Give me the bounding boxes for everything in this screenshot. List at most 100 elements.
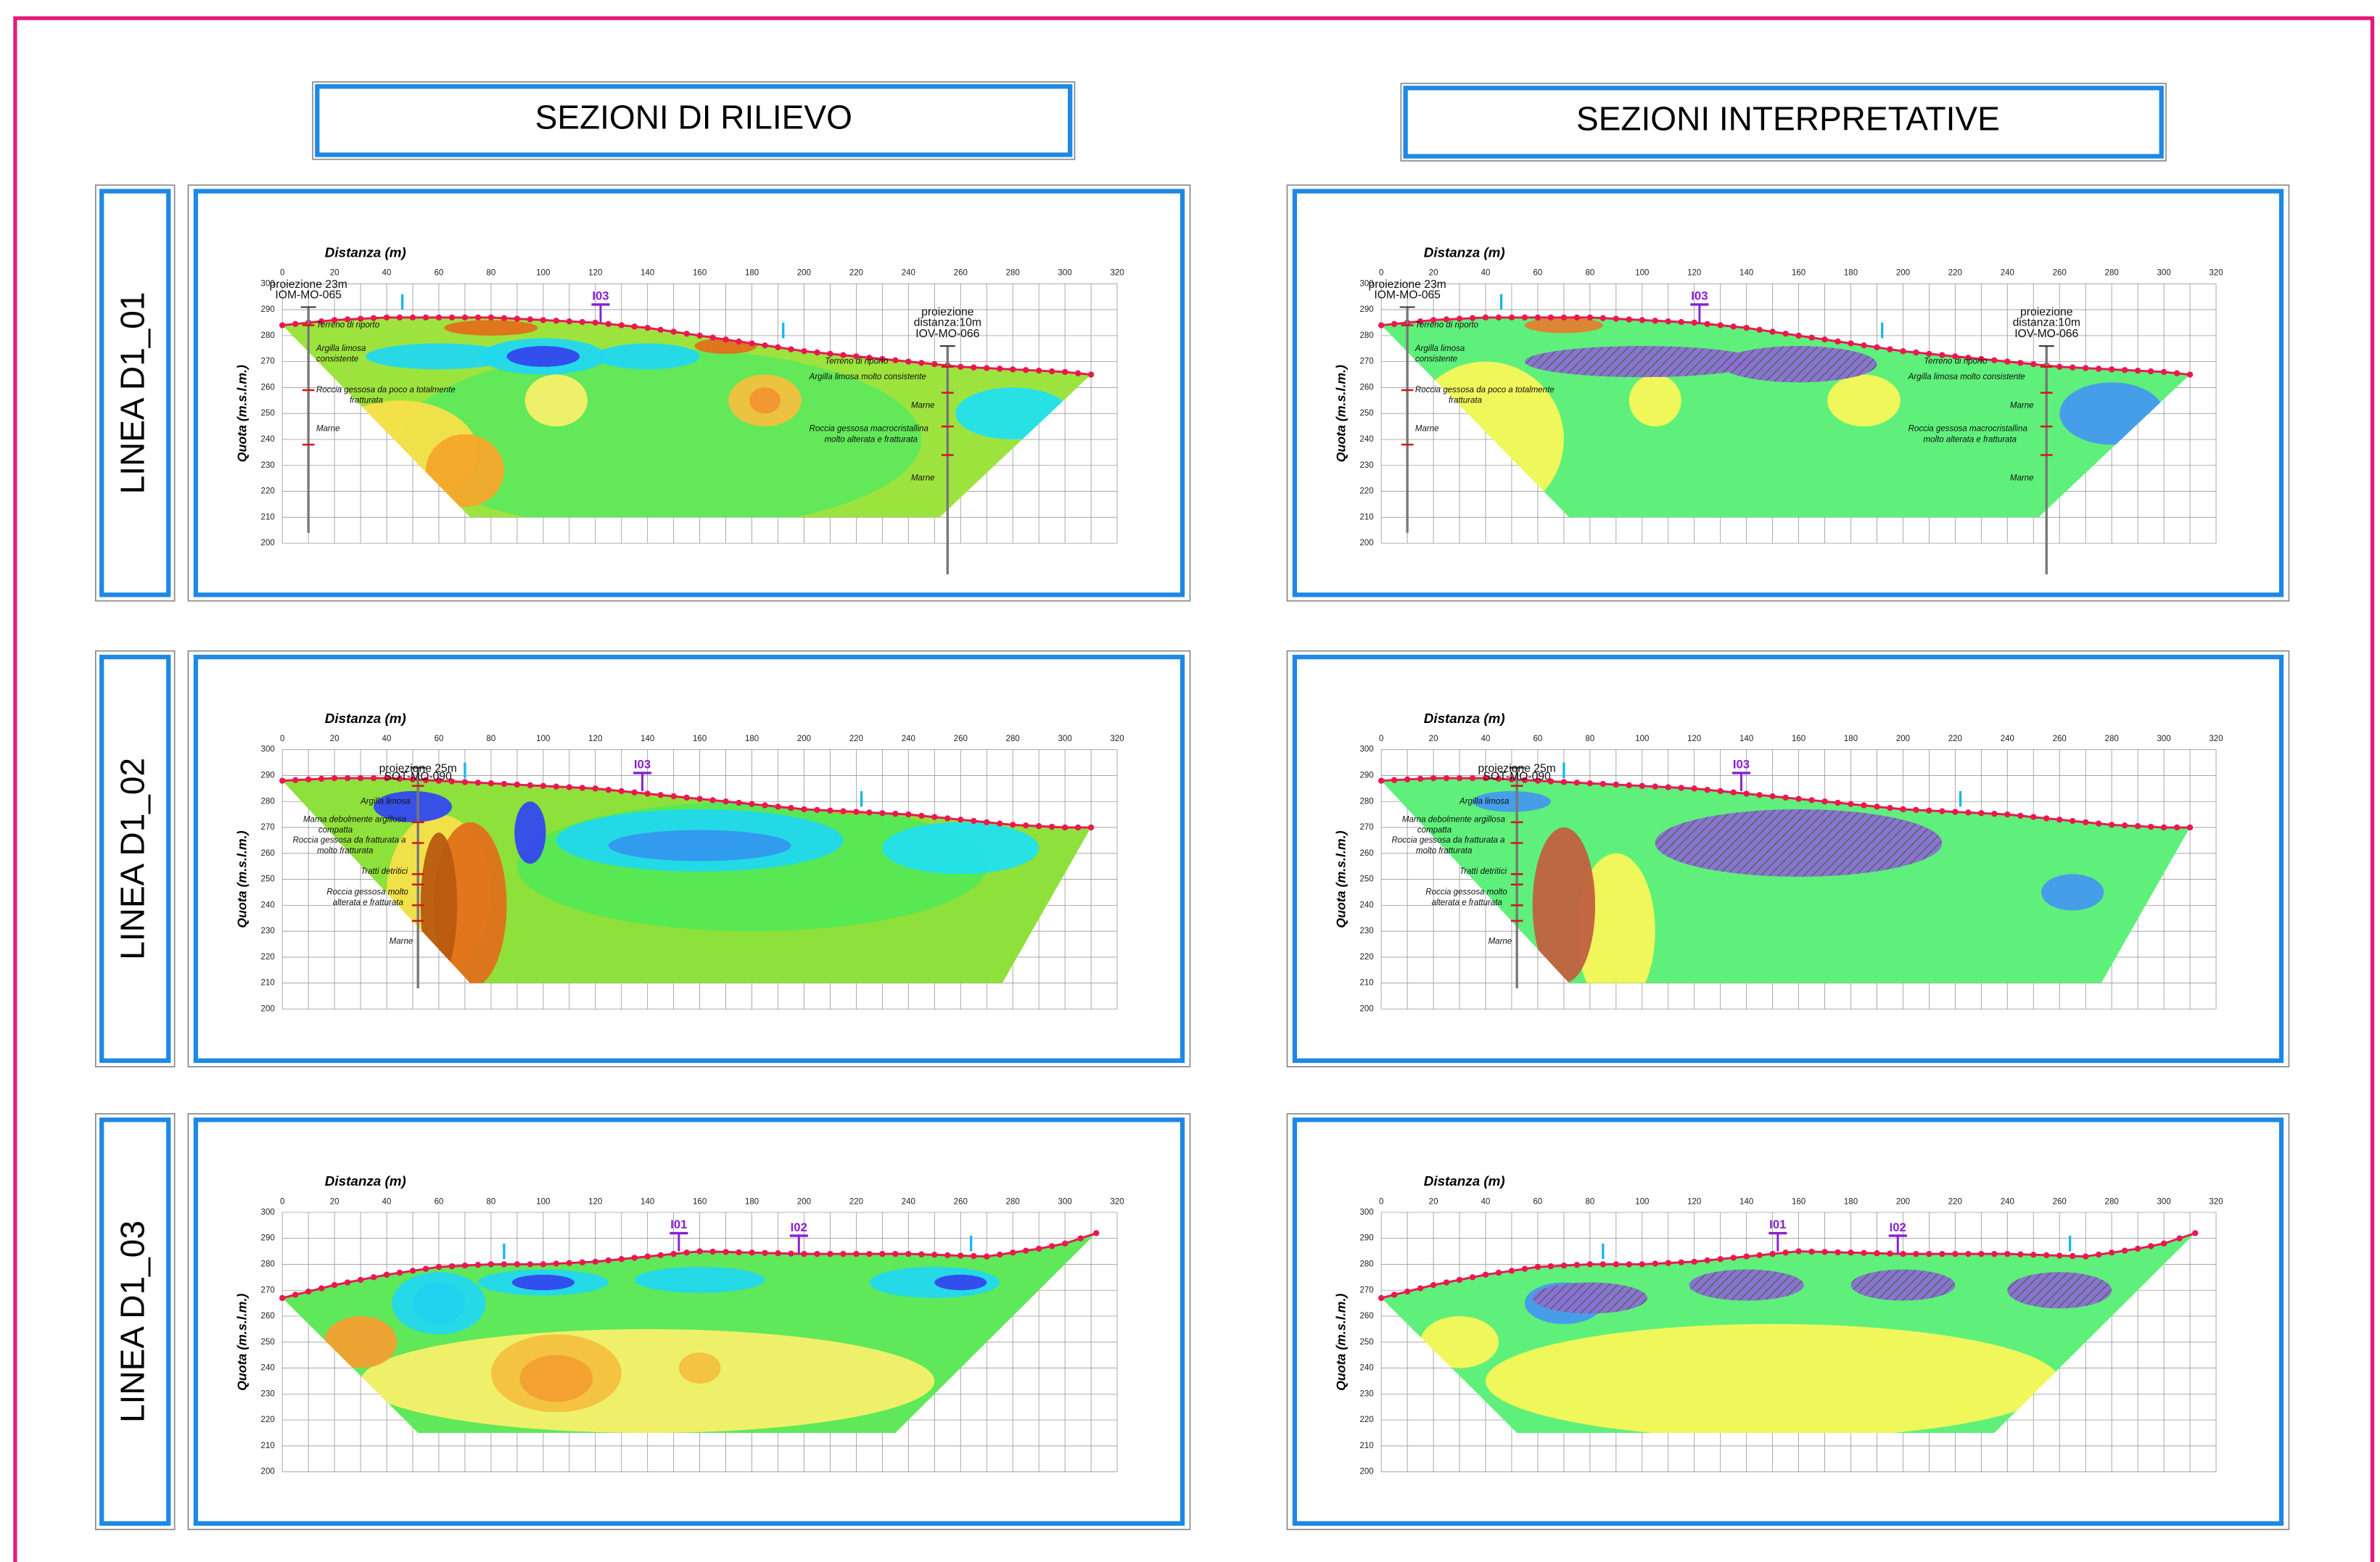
electrode [1061,1240,1068,1247]
electrode [2160,1240,2167,1247]
electrode [474,1262,482,1268]
electrode [657,326,664,333]
electrode [1848,801,1854,808]
electrode [997,820,1003,827]
electrode [1965,355,1972,361]
electrode [474,314,482,321]
electrode [840,352,847,358]
annotation: IOM-MO-065 [1374,289,1441,302]
y-tick-label: 260 [1360,1312,1374,1321]
electrode [605,321,612,327]
electrode [1835,338,1841,345]
x-tick-label: 60 [1533,735,1543,743]
x-tick-label: 280 [2105,1197,2119,1206]
x-tick-label: 20 [330,269,339,278]
y-tick-label: 230 [261,927,275,935]
electrode [1061,368,1068,376]
x-tick-label: 140 [1739,269,1753,278]
header-box [312,81,1076,160]
x-tick-label: 160 [693,735,707,743]
x-tick-label: 120 [1687,1197,1701,1206]
electrode [775,1250,781,1257]
electrode [1613,781,1620,788]
electrode [1430,317,1437,323]
electrode [2147,1243,2154,1249]
electrode [2121,822,2128,829]
y-tick-label: 290 [1360,1234,1374,1243]
electrode [801,348,807,355]
electrode [971,817,977,825]
y-tick-label: 280 [1360,1260,1374,1268]
electrode [605,1257,612,1264]
inclinometer-label: I03 [634,758,651,772]
inclinometer-label: I03 [592,289,609,303]
header-box [1400,83,2167,162]
annotation: Terreno di riporto [316,321,380,330]
y-tick-label: 260 [1360,383,1374,392]
electrode [918,360,925,366]
electrode [749,801,755,808]
x-tick-label: 120 [1687,735,1701,743]
electrode [997,1251,1003,1258]
x-tick-label: 40 [1481,1197,1491,1206]
electrode [879,355,886,363]
electrode [422,777,429,783]
electrode [931,814,938,820]
x-tick-label: 320 [2209,735,2223,743]
electrode [2043,1252,2050,1259]
electrode [879,1250,886,1257]
annotation: alterata e fratturata [333,898,403,907]
header-frame [1403,86,2164,159]
electrode [1978,1250,1985,1257]
y-tick-label: 300 [261,1208,275,1217]
electrode [1443,316,1450,323]
electrode [279,777,286,784]
x-tick-label: 220 [849,1197,863,1206]
electrode [501,315,508,321]
annotation: proiezione 23m [1368,278,1446,291]
x-tick-label: 180 [1844,269,1858,278]
electrode [2121,1247,2128,1254]
electrode [801,806,807,813]
electrode [1926,350,1932,358]
y-tick-label: 270 [261,358,275,366]
electrode [618,788,625,795]
electrode [2083,819,2089,826]
electrode [370,1274,377,1281]
electrode [1626,782,1632,789]
y-tick-label: 230 [1360,927,1374,935]
electrode [1048,823,1055,830]
electrode [2030,1252,2037,1258]
header-title: SEZIONI DI RILIEVO [535,98,852,136]
annotation: fratturata [350,397,383,405]
electrode [814,806,820,814]
electrode [1547,314,1555,321]
electrode [1391,777,1398,783]
electrode [1626,1261,1632,1268]
electrode [1586,1261,1594,1268]
electrode [722,798,729,805]
electrode [749,1249,755,1256]
row-label-frame [99,189,171,598]
electrode [1952,1250,1959,1257]
annotation: Marne [2010,401,2034,410]
electrode [514,1261,521,1268]
x-tick-label: 20 [330,1197,339,1206]
x-tick-label: 300 [1058,735,1072,743]
resistivity-zone [678,1352,721,1384]
x-tick-label: 260 [954,735,968,743]
electrode [2070,364,2076,371]
electrode [657,792,664,798]
electrode [722,336,729,343]
electrode [2160,824,2167,831]
y-tick-label: 270 [261,823,275,832]
electrode [1665,784,1671,790]
electrode [931,1252,938,1258]
electrode [357,315,364,322]
x-tick-label: 0 [1379,1197,1383,1206]
x-tick-label: 320 [1110,1197,1124,1206]
resistivity-zone [366,343,512,370]
annotation: Argilla limosa [1415,344,1465,353]
electrode [2056,1252,2063,1259]
electrode [696,796,703,802]
